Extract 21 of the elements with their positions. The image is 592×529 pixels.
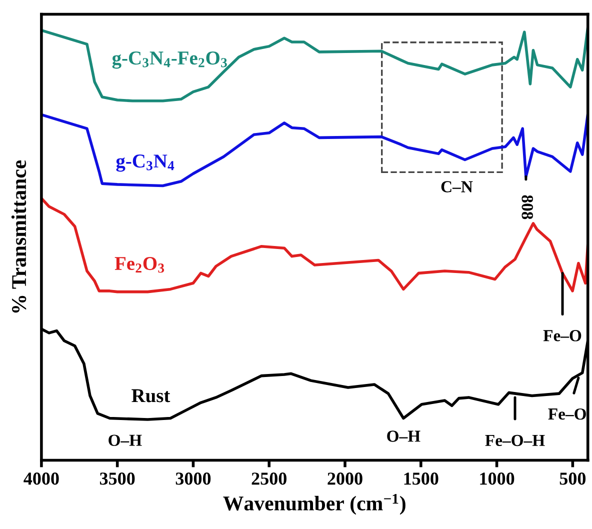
annotation: O–H bbox=[108, 434, 142, 446]
x-tick-label: 3500 bbox=[100, 472, 135, 485]
x-tick-label: 500 bbox=[560, 472, 586, 485]
series-label: g-C$_{3}$N$_{4}$-Fe$_{2}$O$_{3}$ bbox=[112, 52, 227, 69]
x-tick-label: 1500 bbox=[404, 472, 438, 485]
annotation: Fe–O–H bbox=[485, 434, 545, 446]
annotation: Fe–O bbox=[548, 408, 586, 420]
annotation: Fe–O bbox=[543, 330, 582, 342]
annotation: 808 bbox=[522, 195, 534, 220]
x-axis-title: Wavenumber (cm$^{−1}$) bbox=[223, 494, 406, 515]
x-tick-label: 4000 bbox=[24, 472, 59, 485]
x-tick-label: 1000 bbox=[480, 472, 514, 485]
x-tick-label: 3000 bbox=[176, 472, 211, 485]
annotation: O–H bbox=[387, 430, 420, 442]
series-label: g-C$_{3}$N$_{4}$ bbox=[116, 154, 174, 172]
x-tick-label: 2500 bbox=[252, 472, 286, 485]
annotation: C–N bbox=[441, 181, 473, 192]
series-label: Rust bbox=[132, 389, 170, 402]
y-axis-title: % Transmittance bbox=[11, 160, 26, 313]
series-label: Fe$_{2}$O$_{3}$ bbox=[114, 257, 164, 273]
x-tick-label: 2000 bbox=[328, 472, 362, 485]
